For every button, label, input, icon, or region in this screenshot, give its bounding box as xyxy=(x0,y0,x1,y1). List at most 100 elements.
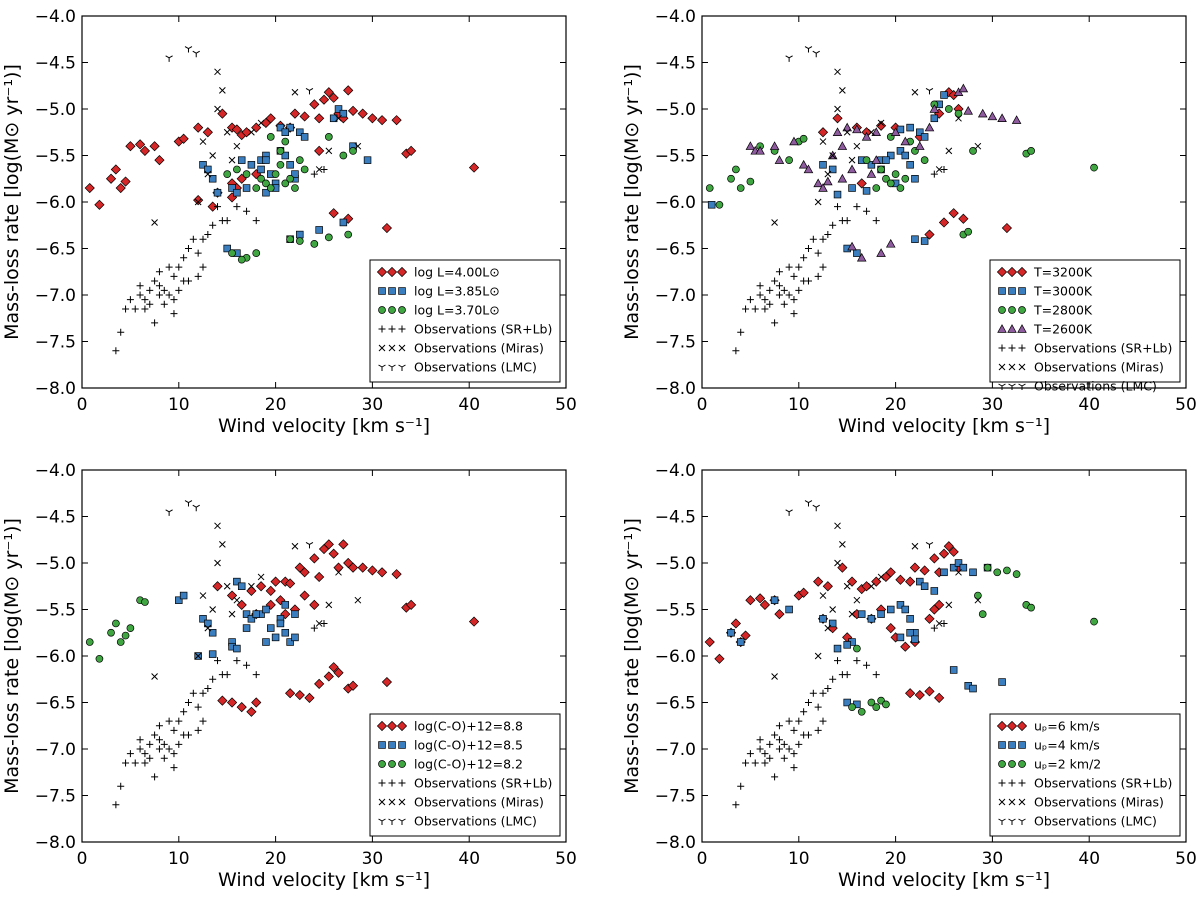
data-point xyxy=(226,697,238,708)
data-point xyxy=(906,161,914,169)
data-point xyxy=(940,619,948,627)
legend-item: T=3000K xyxy=(998,284,1093,299)
data-point xyxy=(228,610,236,618)
legend-box xyxy=(989,713,1181,837)
data-point xyxy=(944,105,953,113)
data-point xyxy=(771,673,778,680)
data-point xyxy=(347,680,359,691)
legend-marker xyxy=(1018,741,1026,749)
data-point xyxy=(887,151,895,160)
data-point xyxy=(737,328,745,336)
data-point xyxy=(837,562,848,573)
data-point xyxy=(911,235,919,243)
data-point xyxy=(771,731,779,739)
data-point xyxy=(843,582,851,590)
data-point xyxy=(343,85,354,96)
data-point xyxy=(804,46,813,53)
x-tick-label: 30 xyxy=(362,395,384,415)
data-point xyxy=(949,563,958,572)
series-6 xyxy=(165,46,314,95)
data-point xyxy=(265,599,276,610)
data-point xyxy=(837,141,848,150)
series-6 xyxy=(785,500,934,549)
data-point xyxy=(867,161,876,169)
x-tick-label: 50 xyxy=(1175,395,1197,415)
data-point xyxy=(814,272,822,280)
data-point xyxy=(233,142,241,150)
legend-marker xyxy=(398,760,406,768)
data-point xyxy=(911,635,919,644)
legend-marker xyxy=(388,325,396,333)
y-tick-label: −7.5 xyxy=(35,787,76,807)
data-point xyxy=(920,156,929,164)
legend-item: Observations (Miras) xyxy=(378,795,544,810)
data-point xyxy=(296,230,304,239)
data-point xyxy=(868,128,875,136)
data-point xyxy=(886,179,895,188)
data-point xyxy=(217,695,228,706)
data-point xyxy=(295,237,304,245)
y-tick-label: −5.0 xyxy=(35,100,76,120)
data-point xyxy=(262,605,270,614)
data-point xyxy=(281,628,290,637)
data-point xyxy=(769,141,780,150)
data-point xyxy=(780,286,788,294)
y-tick-label: −5.0 xyxy=(655,554,696,574)
legend-item: uₚ=4 km/s xyxy=(998,738,1100,753)
data-point xyxy=(204,165,212,174)
panel-3: 0 10 20 30 40 50 −4.0 −4.5 −5.0 −5.5 −6.0 −6.5 −7.0 −… xyxy=(1,461,577,891)
data-point xyxy=(813,178,823,188)
legend-marker xyxy=(1017,324,1027,333)
data-point xyxy=(871,576,882,587)
data-point xyxy=(819,138,827,145)
data-point xyxy=(906,628,914,637)
data-point xyxy=(323,87,334,98)
data-point xyxy=(107,628,115,637)
data-point xyxy=(214,105,221,113)
data-point xyxy=(834,657,842,665)
legend-marker xyxy=(388,344,396,352)
data-point xyxy=(847,241,857,251)
legend-label: log(C-O)+12=8.2 xyxy=(414,757,523,772)
data-point xyxy=(829,606,837,613)
data-point xyxy=(381,676,393,688)
data-point xyxy=(742,759,750,767)
data-point xyxy=(255,581,267,592)
data-point xyxy=(824,624,832,632)
data-point xyxy=(863,661,871,669)
data-point xyxy=(126,750,134,758)
legend-item: uₚ=2 km/2 xyxy=(998,757,1101,772)
legend-marker xyxy=(398,798,406,806)
data-point xyxy=(934,692,945,703)
y-tick-label: −7.5 xyxy=(655,333,696,353)
data-point xyxy=(291,88,299,96)
data-point xyxy=(843,641,851,649)
data-point xyxy=(192,50,200,58)
data-point xyxy=(178,133,189,144)
data-point xyxy=(314,145,325,156)
data-point xyxy=(930,624,938,632)
data-point xyxy=(286,638,294,646)
data-point xyxy=(819,263,827,271)
data-point xyxy=(766,740,774,748)
data-point xyxy=(228,184,236,192)
data-point xyxy=(257,119,265,127)
data-point xyxy=(774,609,785,620)
data-point xyxy=(785,509,793,516)
legend-marker xyxy=(1018,798,1026,806)
data-point xyxy=(325,147,333,155)
x-axis-label: Wind velocity [km s⁻¹] xyxy=(218,415,430,437)
data-point xyxy=(906,615,914,623)
legend-item: Observations (SR+Lb) xyxy=(998,776,1172,791)
x-tick-label: 30 xyxy=(982,849,1004,869)
data-point xyxy=(236,702,247,713)
legend-marker xyxy=(1018,779,1026,787)
data-point xyxy=(852,124,862,134)
data-point xyxy=(896,125,905,134)
data-point xyxy=(837,173,848,183)
data-point xyxy=(175,286,183,294)
data-point xyxy=(233,188,241,197)
series-6 xyxy=(771,68,982,226)
legend-marker xyxy=(378,287,386,295)
